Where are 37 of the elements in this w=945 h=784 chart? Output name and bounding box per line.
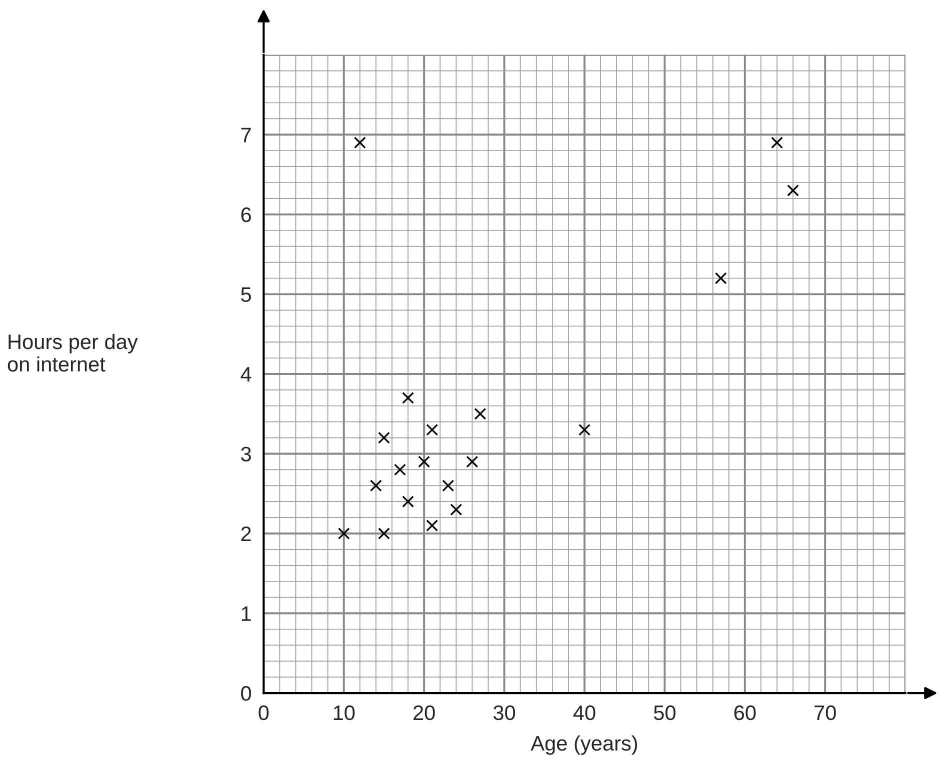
- point: [578, 424, 590, 436]
- x-tick-label: 20: [414, 705, 435, 720]
- x-tick-label: 60: [734, 705, 756, 720]
- y-tick-label: 5: [241, 287, 251, 302]
- y-tick-label: 4: [240, 367, 252, 382]
- x-tick-label: 30: [493, 705, 516, 720]
- point: [474, 408, 486, 420]
- point: [466, 456, 478, 468]
- y-axis-title: Hours per day on internet: [8, 334, 138, 372]
- y-tick-label: 2: [241, 526, 251, 542]
- point: [354, 136, 366, 149]
- point: [338, 528, 350, 540]
- point: [787, 184, 800, 196]
- point: [770, 136, 783, 149]
- point: [426, 520, 438, 532]
- x-tick-label: 50: [654, 705, 676, 720]
- point: [426, 424, 438, 436]
- x-tick-label: 0: [258, 705, 269, 720]
- x-tick-label: 70: [814, 705, 836, 720]
- point: [402, 496, 414, 508]
- point: [442, 480, 454, 492]
- point: [418, 456, 430, 468]
- x-tick-label: 40: [573, 705, 596, 720]
- x-axis-title: Age (years): [530, 735, 638, 755]
- point: [450, 504, 462, 516]
- x-tick-label: 10: [334, 705, 355, 720]
- point: [714, 272, 727, 284]
- y-tick-label: 6: [241, 207, 251, 222]
- point: [378, 528, 390, 540]
- y-tick-label: 0: [241, 686, 252, 701]
- y-tick-label: 1: [242, 606, 251, 621]
- point: [402, 392, 414, 404]
- point: [378, 432, 390, 444]
- y-tick-label: 3: [241, 446, 251, 462]
- point: [394, 464, 406, 476]
- y-tick-label: 7: [241, 128, 251, 142]
- point: [370, 480, 382, 492]
